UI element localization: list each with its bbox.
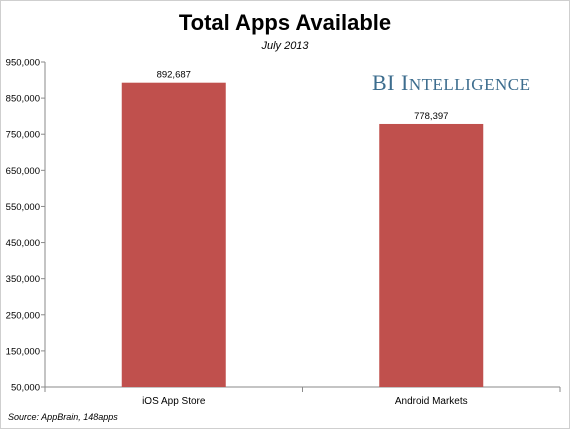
x-tick-label: iOS App Store: [142, 396, 206, 407]
bar: [121, 82, 226, 388]
y-tick-label: 450,000: [6, 238, 40, 249]
chart-title: Total Apps Available: [178, 10, 392, 35]
chart-subtitle: July 2013: [261, 40, 309, 52]
y-tick-label: 50,000: [11, 383, 40, 394]
bar-value-label: 892,687: [157, 70, 191, 81]
y-tick-label: 550,000: [6, 202, 40, 213]
y-tick-label: 650,000: [6, 166, 40, 177]
source-note: Source: AppBrain, 148apps: [8, 412, 118, 422]
bar-value-label: 778,397: [414, 111, 448, 122]
y-tick-label: 350,000: [6, 274, 40, 285]
y-tick-label: 850,000: [6, 94, 40, 105]
bar: [379, 123, 484, 388]
y-tick-label: 250,000: [6, 310, 40, 321]
x-tick-label: Android Markets: [395, 396, 468, 407]
y-tick-label: 750,000: [6, 130, 40, 141]
y-tick-label: 150,000: [6, 346, 40, 357]
brand-rest: NTELLIGENCE: [408, 75, 531, 94]
y-tick-label: 950,000: [6, 58, 40, 69]
brand-logo: BI INTELLIGENCE: [372, 70, 552, 96]
brand-first: BI I: [372, 70, 409, 95]
